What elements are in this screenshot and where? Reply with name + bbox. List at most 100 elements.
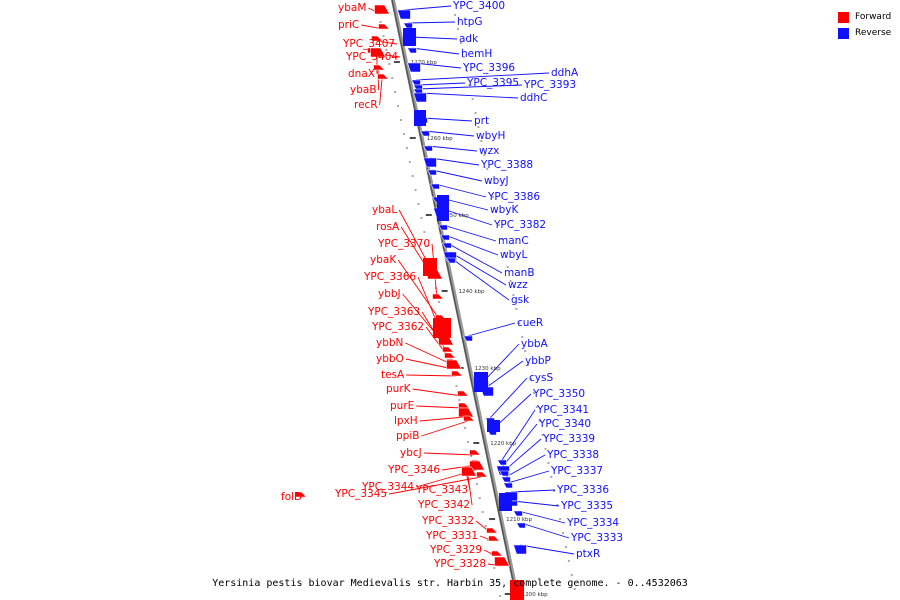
gene-label-ptxR[interactable]: ptxR <box>576 548 600 560</box>
gene-label-YPC_3404[interactable]: YPC_3404 <box>345 51 398 63</box>
gene-label-YPC_3331[interactable]: YPC_3331 <box>425 530 478 542</box>
gene-block-YPC_3331[interactable] <box>488 535 501 542</box>
gene-label-YPC_3336[interactable]: YPC_3336 <box>556 484 609 496</box>
gene-block-YPC_3329[interactable] <box>491 550 504 557</box>
gene-block-priC[interactable] <box>378 23 391 30</box>
gene-block-YPC_3407[interactable] <box>371 35 384 42</box>
gene-label-YPC_3350[interactable]: YPC_3350 <box>532 388 585 400</box>
gene-label-ddhA[interactable]: ddhA <box>551 67 579 79</box>
gene-label-ybbP[interactable]: ybbP <box>525 355 551 367</box>
gene-label-YPC_3342[interactable]: YPC_3342 <box>417 499 470 511</box>
gene-label-YPC_3340[interactable]: YPC_3340 <box>538 418 591 430</box>
gene-label-ybbO[interactable]: ybbO <box>376 353 404 365</box>
gene-label-YPC_3338[interactable]: YPC_3338 <box>546 449 599 461</box>
gene-label-YPC_3395[interactable]: YPC_3395 <box>466 77 519 89</box>
gene-block-YPC_3337[interactable] <box>502 482 513 489</box>
gene-label-recR[interactable]: recR <box>354 99 378 111</box>
gene-label-wbyK[interactable]: wbyK <box>490 204 519 216</box>
gene-label-YPC_3346[interactable]: YPC_3346 <box>387 464 440 476</box>
gene-label-YPC_3388[interactable]: YPC_3388 <box>480 159 533 171</box>
gene-label-adk[interactable]: adk <box>459 33 479 45</box>
gene-block-wbyH[interactable] <box>419 130 430 137</box>
gene-block-ppiB[interactable] <box>463 415 476 422</box>
gene-label-purK[interactable]: purK <box>386 383 412 395</box>
gene-label-prt[interactable]: prt <box>474 115 489 127</box>
gene-block-ptxR[interactable] <box>513 544 527 555</box>
gene-label-ppiB[interactable]: ppiB <box>396 430 419 442</box>
gene-label-YPC_3345[interactable]: YPC_3345 <box>334 488 387 500</box>
gene-block-hemH[interactable] <box>406 47 417 54</box>
gene-label-YPC_3328[interactable]: YPC_3328 <box>433 558 486 570</box>
gene-label-gsk[interactable]: gsk <box>511 294 530 306</box>
gene-label-YPC_3333[interactable]: YPC_3333 <box>570 532 623 544</box>
gene-block-tesA[interactable] <box>451 370 464 377</box>
gene-label-YPC_3382[interactable]: YPC_3382 <box>493 219 546 231</box>
gene-label-YPC_3341[interactable]: YPC_3341 <box>536 404 589 416</box>
gene-label-folD[interactable]: folD <box>281 491 302 503</box>
gene-block-ybaM[interactable] <box>374 4 391 15</box>
gene-block-htpG[interactable] <box>402 22 413 29</box>
gene-label-YPC_3393[interactable]: YPC_3393 <box>523 79 576 91</box>
gene-label-YPC_3332[interactable]: YPC_3332 <box>421 515 474 527</box>
gene-label-YPC_3334[interactable]: YPC_3334 <box>566 517 619 529</box>
gene-label-ybcJ[interactable]: ybcJ <box>400 447 422 459</box>
gene-block-gsk[interactable] <box>445 257 456 264</box>
gene-label-manC[interactable]: manC <box>498 235 529 247</box>
gene-label-YPC_3396[interactable]: YPC_3396 <box>462 62 515 74</box>
gene-block-YPC_3332[interactable] <box>486 527 499 534</box>
gene-block-YPC_3338[interactable] <box>500 476 511 483</box>
gene-block-YPC_3370[interactable] <box>432 293 445 300</box>
gene-label-cysS[interactable]: cysS <box>529 372 553 384</box>
gene-label-YPC_3335[interactable]: YPC_3335 <box>560 500 613 512</box>
gene-label-purE[interactable]: purE <box>390 400 414 412</box>
gene-block-YPC_3363[interactable] <box>442 346 455 353</box>
gene-block-wzx[interactable] <box>422 145 433 152</box>
gene-block-wbyJ[interactable] <box>426 169 437 176</box>
gene-block-cueR[interactable] <box>462 335 473 342</box>
gene-label-YPC_3329[interactable]: YPC_3329 <box>429 544 482 556</box>
gene-block-YPC_3396[interactable] <box>407 62 421 73</box>
gene-label-dnaX[interactable]: dnaX <box>348 68 375 80</box>
gene-label-ybbJ[interactable]: ybbJ <box>378 288 401 300</box>
gene-block-lpxH[interactable] <box>458 407 475 418</box>
gene-label-wzx[interactable]: wzx <box>479 145 499 157</box>
gene-label-wbyH[interactable]: wbyH <box>476 130 505 142</box>
gene-label-wzz[interactable]: wzz <box>508 279 528 291</box>
gene-label-YPC_3337[interactable]: YPC_3337 <box>550 465 603 477</box>
gene-block-YPC_3333[interactable] <box>515 522 526 529</box>
gene-label-tesA[interactable]: tesA <box>381 369 405 381</box>
gene-label-hemH[interactable]: hemH <box>461 48 492 60</box>
gene-block-folD[interactable] <box>295 491 308 498</box>
gene-label-YPC_3362[interactable]: YPC_3362 <box>371 321 424 333</box>
gene-label-priC[interactable]: priC <box>338 19 359 31</box>
gene-block-dnaX[interactable] <box>370 47 387 58</box>
gene-block-ybcJ[interactable] <box>469 449 482 456</box>
gene-label-ybaM[interactable]: ybaM <box>338 2 366 14</box>
gene-block-ybaB[interactable] <box>373 64 386 71</box>
gene-label-rosA[interactable]: rosA <box>376 221 400 233</box>
gene-label-YPC_3339[interactable]: YPC_3339 <box>542 433 595 445</box>
gene-block-YPC_3345[interactable] <box>476 471 489 478</box>
gene-block-purK[interactable] <box>457 390 470 397</box>
gene-block-YPC_3400[interactable] <box>397 9 411 20</box>
gene-label-YPC_3366[interactable]: YPC_3366 <box>363 271 416 283</box>
gene-block-manC[interactable] <box>437 224 448 231</box>
gene-label-ybbA[interactable]: ybbA <box>521 338 549 350</box>
gene-label-YPC_3370[interactable]: YPC_3370 <box>377 238 430 250</box>
gene-block-recR[interactable] <box>377 73 390 80</box>
gene-label-ybbN[interactable]: ybbN <box>376 337 403 349</box>
gene-block-YPC_3341[interactable] <box>496 459 507 466</box>
gene-label-YPC_3407[interactable]: YPC_3407 <box>342 38 395 50</box>
gene-label-YPC_3386[interactable]: YPC_3386 <box>487 191 540 203</box>
gene-block-ddhA[interactable] <box>410 79 421 86</box>
gene-label-wbyL[interactable]: wbyL <box>500 249 527 261</box>
gene-label-wbyJ[interactable]: wbyJ <box>484 175 509 187</box>
gene-block-ybbO[interactable] <box>446 359 463 370</box>
gene-block-YPC_3339[interactable] <box>498 470 509 477</box>
gene-block-YPC_3386[interactable] <box>429 183 440 190</box>
gene-label-ybaK[interactable]: ybaK <box>370 254 397 266</box>
gene-label-YPC_3400[interactable]: YPC_3400 <box>452 0 505 12</box>
gene-block-YPC_3388[interactable] <box>423 157 437 168</box>
gene-label-manB[interactable]: manB <box>504 267 535 279</box>
gene-block-YPC_3334[interactable] <box>512 510 523 517</box>
